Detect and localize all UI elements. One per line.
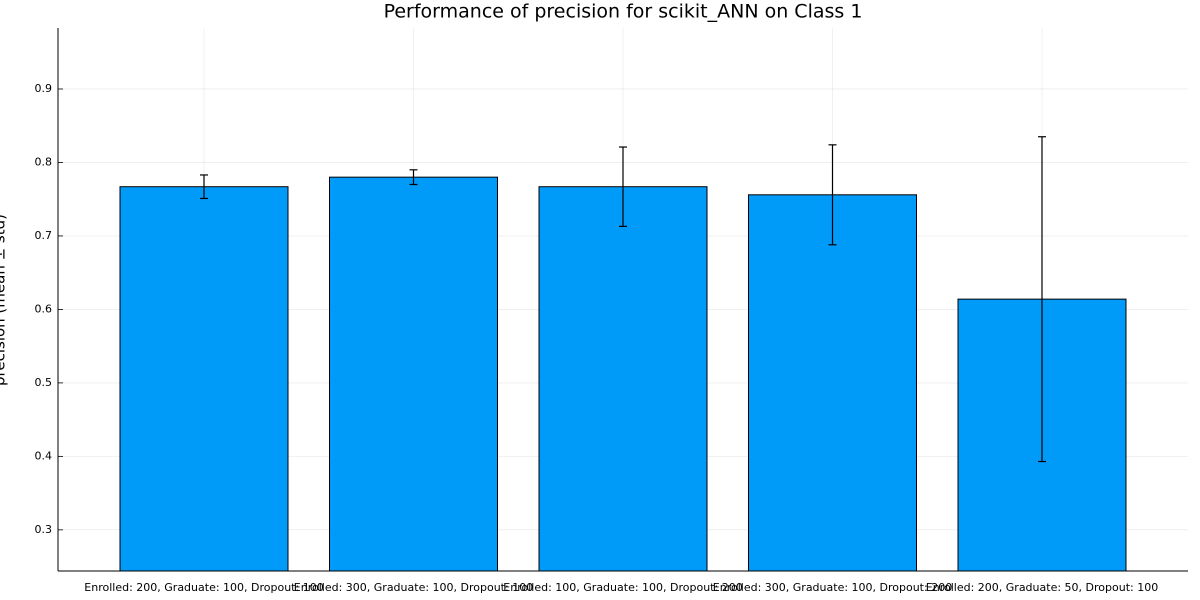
error-bar [619, 146, 627, 227]
error-bar [1038, 136, 1046, 463]
y-tick-label: 0.8 [35, 155, 53, 168]
x-tick-label: Enrolled: 300, Graduate: 100, Dropout: 1… [294, 581, 533, 594]
y-tick-label: 0.4 [35, 449, 53, 462]
x-tick-label: Enrolled: 300, Graduate: 100, Dropout: 2… [713, 581, 952, 594]
bar [538, 186, 708, 572]
error-bar [409, 169, 418, 186]
y-tick-label: 0.7 [35, 229, 53, 242]
x-tick-label: Enrolled: 100, Graduate: 100, Dropout: 2… [503, 581, 742, 594]
error-bar [200, 174, 208, 200]
y-axis-label: precision (mean ± std) [0, 214, 9, 386]
bar [329, 176, 498, 572]
chart-title: Performance of precision for scikit_ANN … [384, 1, 863, 23]
y-tick-label: 0.5 [35, 376, 53, 389]
y-tick-label: 0.9 [35, 82, 53, 95]
bar [119, 186, 289, 572]
y-tick-label: 0.6 [35, 302, 53, 315]
bar [748, 194, 917, 572]
x-tick-label: Enrolled: 200, Graduate: 50, Dropout: 10… [926, 581, 1158, 594]
x-tick-label: Enrolled: 200, Graduate: 100, Dropout: 1… [84, 581, 323, 594]
error-bar [828, 144, 837, 246]
y-tick-label: 0.3 [35, 523, 53, 536]
